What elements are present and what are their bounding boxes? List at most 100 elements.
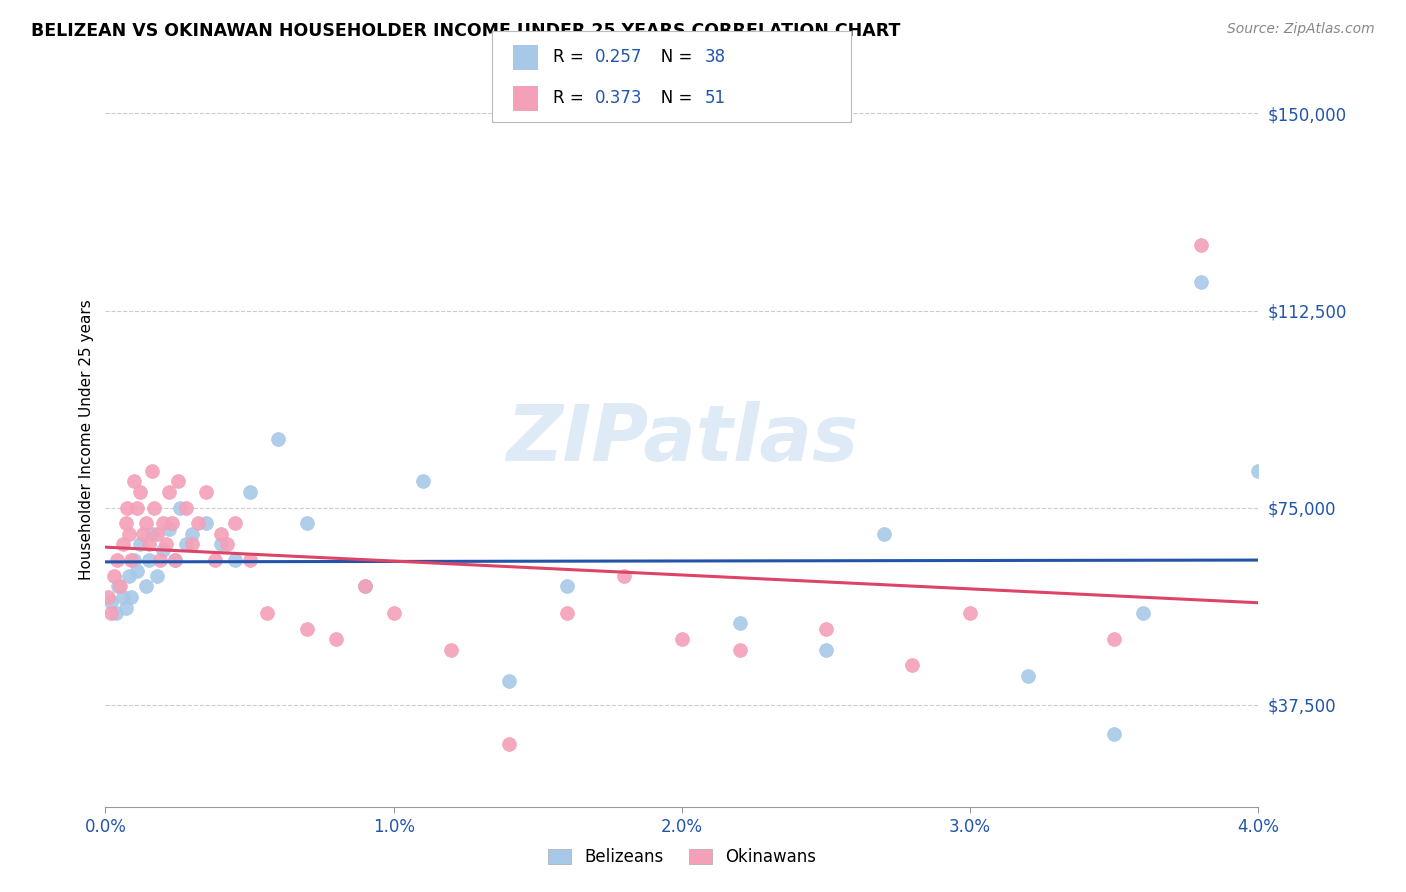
Text: ZIPatlas: ZIPatlas	[506, 401, 858, 477]
Point	[115, 500, 138, 515]
Text: 38: 38	[704, 48, 725, 66]
Point	[166, 475, 188, 489]
Point	[613, 569, 636, 583]
Point	[132, 527, 155, 541]
Point	[195, 516, 218, 531]
Point	[157, 484, 180, 499]
Point	[155, 537, 177, 551]
Point	[143, 500, 166, 515]
Point	[256, 606, 278, 620]
Text: 0.257: 0.257	[595, 48, 643, 66]
Point	[104, 606, 127, 620]
Point	[157, 522, 180, 536]
Point	[108, 580, 131, 594]
Point	[174, 537, 197, 551]
Point	[815, 622, 838, 636]
Point	[127, 564, 149, 578]
Point	[215, 537, 238, 551]
Point	[146, 527, 169, 541]
Point	[149, 553, 172, 567]
Point	[100, 606, 122, 620]
Point	[117, 527, 139, 541]
Point	[174, 500, 197, 515]
Point	[1017, 669, 1039, 683]
Point	[498, 674, 520, 689]
Point	[105, 553, 128, 567]
Point	[163, 553, 186, 567]
Point	[111, 590, 134, 604]
Point	[124, 475, 146, 489]
Text: BELIZEAN VS OKINAWAN HOUSEHOLDER INCOME UNDER 25 YEARS CORRELATION CHART: BELIZEAN VS OKINAWAN HOUSEHOLDER INCOME …	[31, 22, 900, 40]
Point	[1247, 464, 1270, 478]
Point	[239, 553, 262, 567]
Text: 0.373: 0.373	[595, 89, 643, 107]
Point	[1189, 275, 1212, 289]
Point	[138, 553, 160, 567]
Point	[224, 553, 246, 567]
Point	[141, 527, 163, 541]
Point	[141, 464, 163, 478]
Point	[195, 484, 218, 499]
Point	[354, 580, 377, 594]
Point	[872, 527, 896, 541]
Point	[135, 516, 157, 531]
Point	[1104, 726, 1126, 740]
Point	[440, 642, 463, 657]
Point	[354, 580, 377, 594]
Point	[103, 569, 125, 583]
Point	[160, 516, 183, 531]
Point	[959, 606, 981, 620]
Point	[239, 484, 262, 499]
Point	[1104, 632, 1126, 646]
Point	[224, 516, 246, 531]
Point	[204, 553, 226, 567]
Point	[127, 500, 149, 515]
Point	[120, 553, 142, 567]
Point	[1189, 237, 1212, 252]
Text: 51: 51	[704, 89, 725, 107]
Point	[815, 642, 838, 657]
Point	[107, 580, 129, 594]
Y-axis label: Householder Income Under 25 years: Householder Income Under 25 years	[79, 299, 94, 580]
Point	[124, 553, 146, 567]
Point	[111, 537, 134, 551]
Text: Source: ZipAtlas.com: Source: ZipAtlas.com	[1227, 22, 1375, 37]
Point	[169, 500, 191, 515]
Point	[163, 553, 186, 567]
Point	[187, 516, 209, 531]
Point	[135, 580, 157, 594]
Point	[209, 527, 232, 541]
Point	[114, 600, 136, 615]
Text: N =: N =	[645, 89, 697, 107]
Point	[411, 475, 433, 489]
Point	[152, 516, 174, 531]
Point	[100, 595, 122, 609]
Point	[671, 632, 693, 646]
Point	[97, 590, 120, 604]
Point	[1132, 606, 1154, 620]
Point	[209, 537, 232, 551]
Text: R =: R =	[553, 48, 589, 66]
Point	[728, 616, 751, 631]
Point	[152, 542, 174, 557]
Point	[555, 580, 578, 594]
Point	[114, 516, 136, 531]
Text: N =: N =	[645, 48, 697, 66]
Legend: Belizeans, Okinawans: Belizeans, Okinawans	[541, 841, 823, 872]
Point	[129, 484, 152, 499]
Text: R =: R =	[553, 89, 589, 107]
Point	[555, 606, 578, 620]
Point	[325, 632, 347, 646]
Point	[120, 590, 142, 604]
Point	[180, 527, 204, 541]
Point	[901, 658, 924, 673]
Point	[138, 537, 160, 551]
Point	[728, 642, 751, 657]
Point	[297, 516, 319, 531]
Point	[180, 537, 204, 551]
Point	[498, 737, 520, 751]
Point	[146, 569, 169, 583]
Point	[382, 606, 405, 620]
Point	[129, 537, 152, 551]
Point	[117, 569, 139, 583]
